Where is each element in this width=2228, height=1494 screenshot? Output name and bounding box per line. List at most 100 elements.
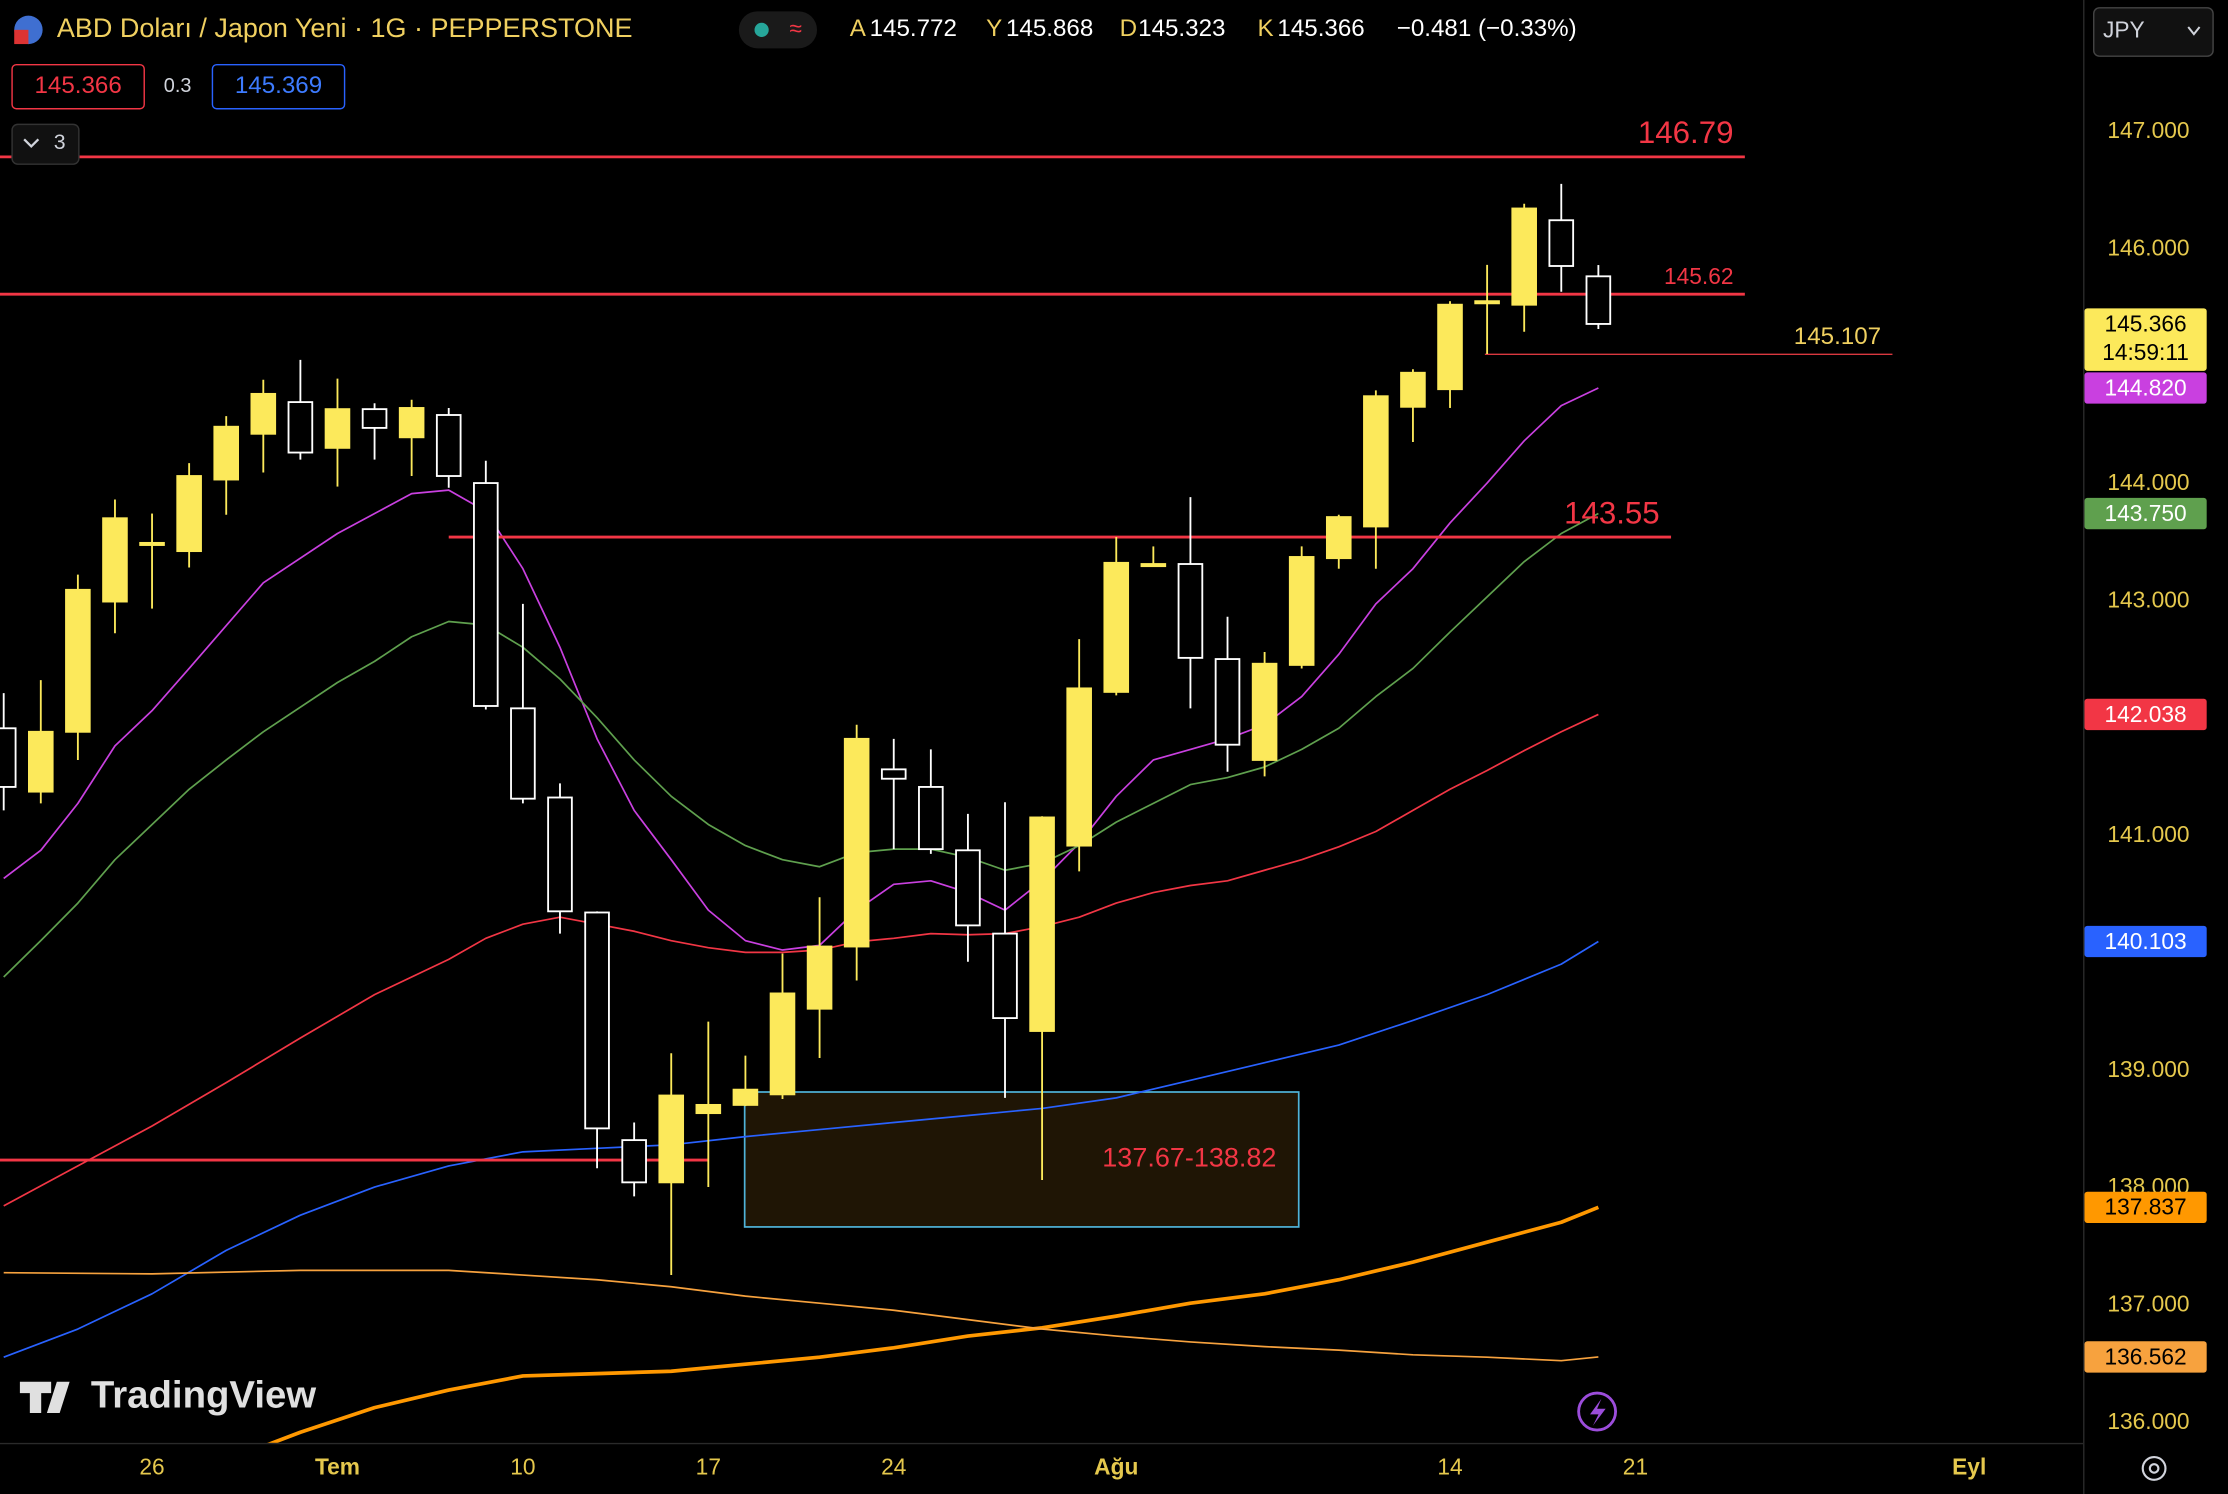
candle-body	[1363, 395, 1389, 528]
ohlc-label: D	[1120, 15, 1137, 42]
candle-body	[510, 707, 536, 800]
candle-body	[1103, 561, 1130, 693]
candle-body	[732, 1088, 759, 1106]
sell-button[interactable]	[11, 63, 145, 110]
currency-label: JPY	[2103, 16, 2145, 42]
candle-body	[1029, 816, 1055, 1032]
candle-body	[102, 517, 128, 603]
chevron-icon	[2187, 26, 2201, 36]
price-label-bg	[2084, 925, 2207, 958]
candle-body	[139, 541, 165, 546]
candle-body	[1511, 207, 1537, 306]
candle-body	[435, 414, 462, 477]
price-label: 142.038	[2105, 701, 2187, 727]
candle-body	[398, 407, 425, 439]
price-label-bg	[2084, 1341, 2207, 1373]
last-price-label-bg	[2084, 308, 2207, 371]
x-tick-label: 26	[139, 1453, 164, 1479]
chevron-icon	[23, 138, 40, 149]
moving-average-line	[3, 1269, 1599, 1362]
candle-body	[880, 768, 907, 780]
x-tick-label: 24	[881, 1453, 906, 1479]
symbol-title: ABD Doları / Japon Yeni · 1G · PEPPERSTO…	[57, 13, 633, 43]
x-tick-label: Tem	[315, 1453, 360, 1479]
candle-body	[473, 482, 499, 707]
candle-body	[955, 849, 981, 927]
price-label-bg	[2084, 698, 2207, 731]
logo-text: TradingView	[91, 1373, 316, 1416]
y-tick-label: 136.000	[2107, 1408, 2189, 1434]
candle-body	[1288, 556, 1315, 666]
buy-button[interactable]	[211, 63, 346, 110]
market-status-dot	[754, 22, 769, 37]
level-label: 146.79	[1638, 115, 1734, 150]
candle-body	[658, 1094, 685, 1184]
y-tick-label: 141.000	[2107, 821, 2189, 847]
ohlc-label: K	[1258, 15, 1274, 42]
candle-body	[806, 945, 833, 1010]
alert-icon[interactable]	[1577, 1391, 1618, 1432]
price-label: 143.750	[2105, 500, 2187, 526]
candle-body	[621, 1139, 647, 1184]
status-pill[interactable]	[738, 11, 818, 49]
ohlc-value: 145.772	[870, 15, 957, 42]
indicator-toggle[interactable]	[11, 123, 80, 165]
price-label: 137.837	[2105, 1194, 2187, 1220]
candle-body	[213, 425, 240, 481]
candle-body	[1325, 516, 1352, 560]
y-tick-label: 144.000	[2107, 469, 2189, 495]
price-label: 144.820	[2105, 374, 2187, 400]
candle-body	[547, 796, 573, 913]
buy-price: 145.369	[235, 72, 322, 99]
candle-body	[361, 408, 388, 429]
level-label: 143.55	[1564, 495, 1660, 530]
settings-icon[interactable]	[2141, 1455, 2167, 1481]
x-tick-label: 14	[1437, 1453, 1462, 1479]
ohlc-value: 145.323	[1138, 15, 1225, 42]
candle-body	[1585, 275, 1612, 325]
candle-body	[1251, 662, 1278, 761]
currency-dropdown[interactable]	[2093, 7, 2214, 57]
y-tick-label: 147.000	[2107, 117, 2189, 143]
change: −0.481 (−0.33%)	[1397, 15, 1577, 42]
y-tick-label: 143.000	[2107, 587, 2189, 613]
price-label: 140.103	[2105, 928, 2187, 954]
ohlc-label: A	[850, 15, 867, 42]
ohlc-label: Y	[986, 15, 1002, 42]
candle-body	[28, 730, 54, 793]
candle-body	[287, 401, 314, 454]
x-tick-label: 10	[510, 1453, 535, 1479]
candle-body	[324, 408, 351, 449]
y-tick-label: 146.000	[2107, 235, 2189, 261]
data-delay-icon: ≈	[789, 15, 801, 41]
ohlc-value: 145.366	[1277, 15, 1364, 42]
candle-body	[1437, 303, 1463, 391]
last-price-label: 145.366	[2105, 310, 2187, 336]
candle-body	[0, 727, 17, 788]
sell-price: 145.366	[34, 72, 121, 99]
x-tick-label: Eyl	[1952, 1453, 1986, 1479]
moving-average-line	[267, 1205, 1600, 1443]
candle-body	[176, 475, 202, 553]
candle-body	[65, 588, 91, 733]
settings-icon	[2148, 1463, 2160, 1474]
ohlc-value: 145.868	[1006, 15, 1093, 42]
price-label-bg	[2084, 372, 2207, 404]
toolbar: ABD Doları / Japon Yeni · 1G · PEPPERSTO…	[11, 7, 2214, 1481]
candle-body	[1214, 658, 1241, 746]
logo-icon	[19, 1381, 70, 1413]
moving-average-line	[3, 940, 1599, 1358]
candle-body	[1474, 300, 1500, 305]
candle-body	[992, 932, 1018, 1020]
candle-body	[918, 786, 944, 851]
price-zone	[743, 1091, 1300, 1228]
plot-area: 137.67-138.82 146.79 145.62 143.55 145.107	[0, 115, 1893, 1443]
spread: 0.3	[164, 75, 192, 97]
price-label: 136.562	[2105, 1343, 2187, 1369]
candle-body	[250, 392, 277, 435]
y-tick-label: 137.000	[2107, 1291, 2189, 1317]
indicator-count: 3	[54, 130, 66, 154]
axes: 136.000137.000138.000139.000141.000143.0…	[139, 117, 2207, 1479]
